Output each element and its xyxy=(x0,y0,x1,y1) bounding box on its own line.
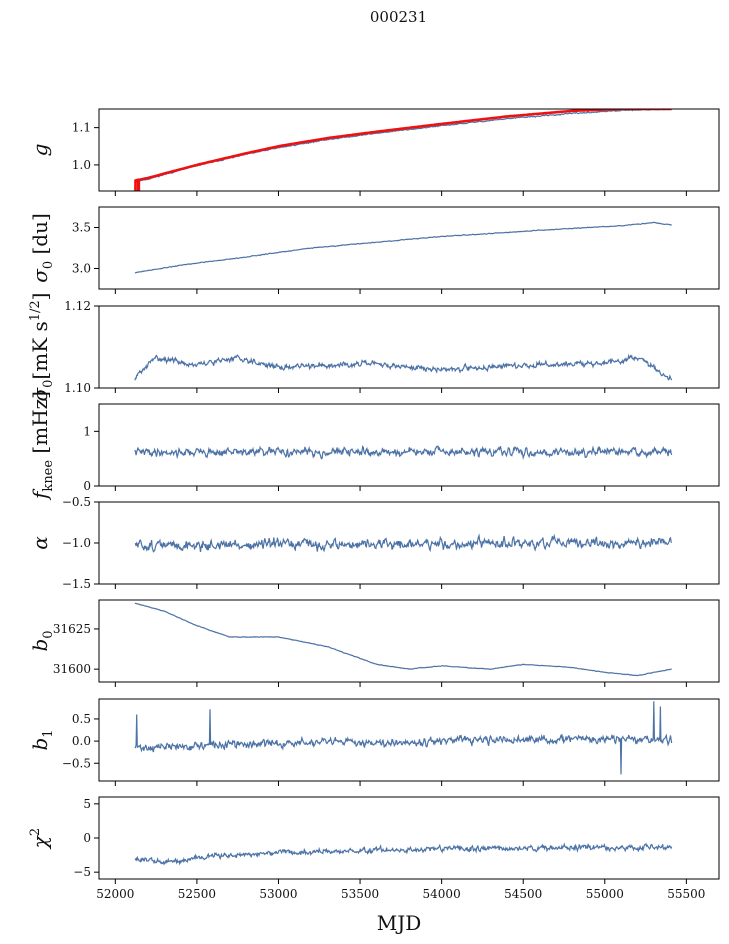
x-tick-label: 52500 xyxy=(178,887,216,901)
series-line-chi2 xyxy=(134,842,673,866)
series-line-g xyxy=(134,109,673,183)
y-tick-label: −1.5 xyxy=(62,577,91,591)
y-tick-label: 0.5 xyxy=(72,712,91,726)
x-tick-label: 55500 xyxy=(667,887,705,901)
x-tick-label: 52000 xyxy=(96,887,134,901)
y-tick-label: 0.0 xyxy=(72,734,91,748)
y-tick-label: 0 xyxy=(83,479,91,493)
y-axis-label-b0: b0 xyxy=(28,630,56,651)
x-axis-label: MJD xyxy=(377,911,422,935)
panel-frame-fknee xyxy=(98,403,720,487)
y-axis-label-chi2: χ2 xyxy=(28,828,52,850)
series-line-b0 xyxy=(134,602,672,677)
x-tick-label: 53000 xyxy=(259,887,297,901)
series-line-fknee xyxy=(134,445,673,460)
y-axis-label-b1: b1 xyxy=(28,729,56,750)
y-axis-label-sigma0_mK: σ0[mK s1/2] xyxy=(28,292,56,401)
y-tick-label: 0 xyxy=(83,831,91,845)
series-line-b1 xyxy=(134,701,673,775)
x-tick-label: 55000 xyxy=(586,887,624,901)
y-tick-label: −0.5 xyxy=(62,495,91,509)
panel-frame-b1 xyxy=(98,698,720,782)
y-tick-label: 3.5 xyxy=(72,221,91,235)
y-tick-label: 31625 xyxy=(53,622,91,636)
y-axis-label-fknee: fknee [mHz] xyxy=(28,391,56,501)
panel-frame-chi2 xyxy=(98,796,720,880)
y-axis-label-alpha: α xyxy=(28,536,52,550)
y-tick-label: −5 xyxy=(73,865,91,879)
panel-frame-b0 xyxy=(98,599,720,683)
y-tick-label: 1.10 xyxy=(64,381,91,395)
y-tick-label: 1.12 xyxy=(64,299,91,313)
y-tick-label: 1.0 xyxy=(72,158,91,172)
x-tick-label: 54500 xyxy=(504,887,542,901)
panel-frame-sigma0_du xyxy=(98,206,720,290)
series-line-alpha xyxy=(134,533,673,553)
series-line-sigma0_du xyxy=(134,221,672,274)
y-tick-label: 31600 xyxy=(53,662,91,676)
x-tick-label: 54000 xyxy=(423,887,461,901)
figure-title: 000231 xyxy=(369,8,428,26)
y-tick-label: 1 xyxy=(83,424,91,438)
y-axis-label-g: g xyxy=(28,144,52,157)
y-axis-label-sigma0_du: σ0 [du] xyxy=(28,213,56,283)
y-tick-label: 3.0 xyxy=(72,262,91,276)
panel-frame-g xyxy=(98,108,720,192)
red-overlay-line xyxy=(134,109,672,182)
y-tick-label: 5 xyxy=(83,797,91,811)
series-line-sigma0_mK xyxy=(134,353,673,381)
y-tick-label: −1.0 xyxy=(62,536,91,550)
y-tick-label: −0.5 xyxy=(62,756,91,770)
y-tick-label: 1.1 xyxy=(72,121,91,135)
x-tick-label: 53500 xyxy=(341,887,379,901)
panel-frame-sigma0_mK xyxy=(98,305,720,389)
